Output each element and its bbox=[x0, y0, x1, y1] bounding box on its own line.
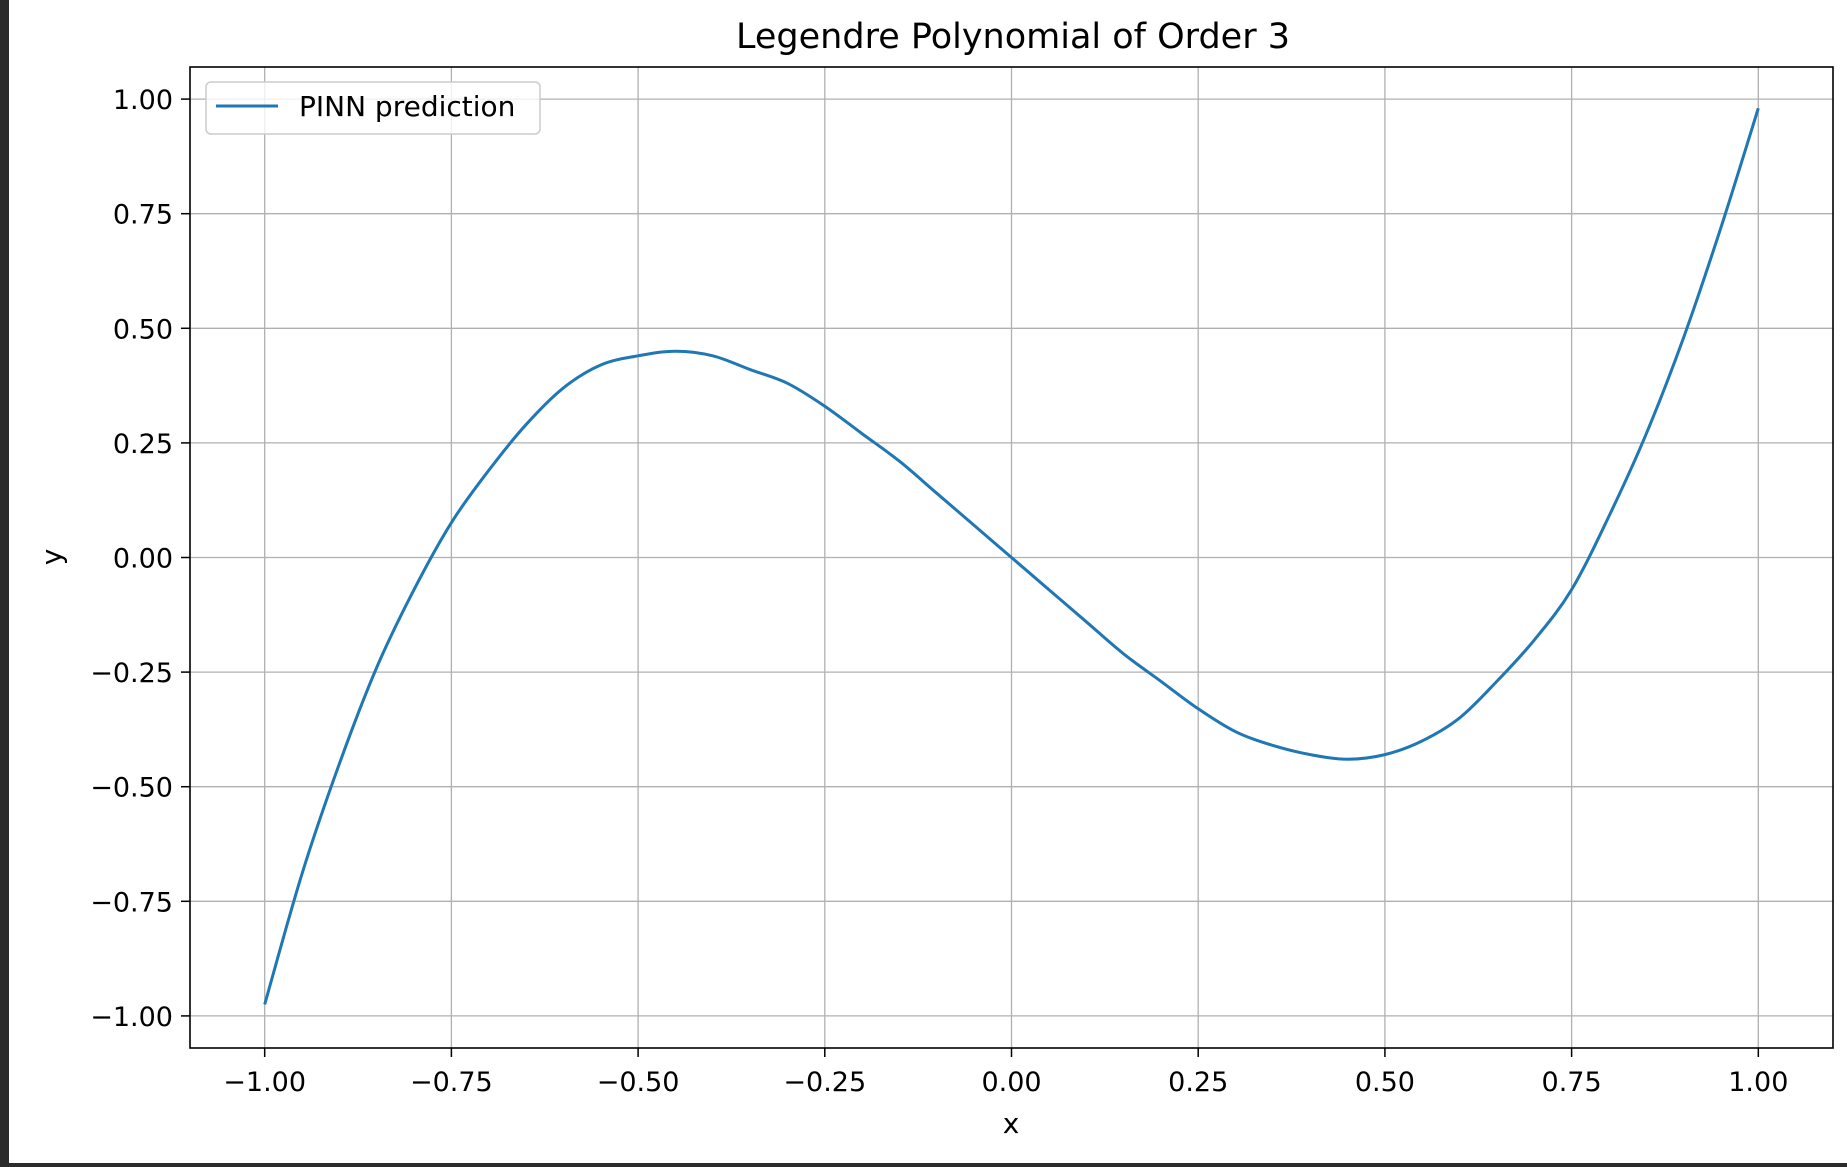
ticks: −1.00 −0.75 −0.50 −0.25 0.00 0.25 0.50 0.75 1.00… bbox=[90, 85, 1788, 1098]
series-line-pinn-prediction bbox=[263, 107, 1760, 1005]
x-tick-label: 0.00 bbox=[981, 1067, 1041, 1098]
y-tick-label: 0.75 bbox=[113, 200, 173, 231]
chart-title: Legendre Polynomial of Order 3 bbox=[736, 17, 1290, 57]
y-tick-label: −0.75 bbox=[90, 887, 173, 918]
chart: Legendre Polynomial of Order 3 −1.00 −0.7… bbox=[35, 17, 1834, 1140]
figure: Legendre Polynomial of Order 3 −1.00 −0.7… bbox=[9, 0, 1847, 1163]
y-tick-label: 1.00 bbox=[113, 85, 173, 116]
legend-label: PINN prediction bbox=[299, 90, 515, 123]
y-tick-label: −1.00 bbox=[90, 1002, 173, 1033]
legend: PINN prediction bbox=[205, 81, 541, 135]
y-tick-label: −0.50 bbox=[90, 773, 173, 804]
y-tick-label: 0.25 bbox=[113, 429, 173, 460]
y-tick-label: −0.25 bbox=[90, 658, 173, 689]
series-layer bbox=[263, 107, 1760, 1005]
x-tick-label: 1.00 bbox=[1728, 1067, 1788, 1098]
y-tick-label: 0.00 bbox=[113, 544, 173, 575]
x-tick-label: 0.75 bbox=[1542, 1067, 1602, 1098]
y-axis-label: y bbox=[35, 549, 68, 566]
x-axis-label: x bbox=[1003, 1107, 1020, 1140]
x-tick-label: −0.75 bbox=[410, 1067, 493, 1098]
x-tick-label: 0.50 bbox=[1355, 1067, 1415, 1098]
x-tick-label: 0.25 bbox=[1168, 1067, 1228, 1098]
y-tick-label: 0.50 bbox=[113, 314, 173, 345]
x-tick-label: −0.25 bbox=[783, 1067, 866, 1098]
x-tick-label: −1.00 bbox=[223, 1067, 306, 1098]
legend-box bbox=[205, 81, 541, 135]
x-tick-label: −0.50 bbox=[597, 1067, 680, 1098]
